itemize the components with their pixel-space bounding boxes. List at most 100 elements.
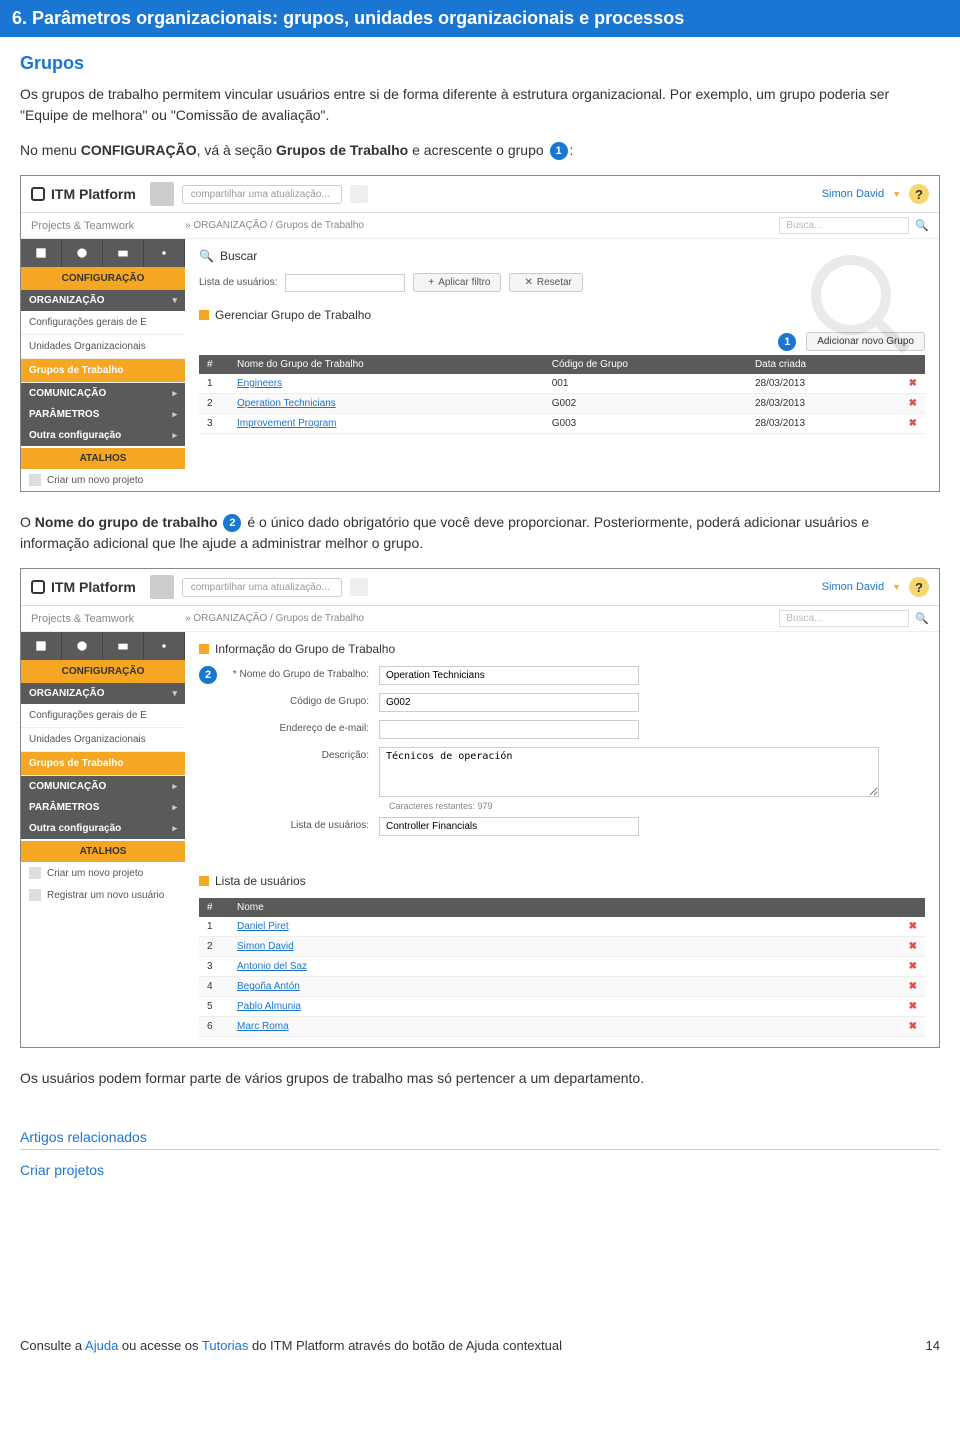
group-link[interactable]: Engineers <box>237 378 282 389</box>
user-link[interactable]: Antonio del Saz <box>237 961 307 972</box>
user-link[interactable]: Simon David <box>237 941 294 952</box>
tab-briefcase-icon[interactable] <box>103 239 144 267</box>
cell-num: 5 <box>199 997 229 1017</box>
sidebar-section-org[interactable]: ORGANIZAÇÃO▾ <box>21 683 185 704</box>
input-nome[interactable] <box>379 666 639 685</box>
avatar[interactable] <box>150 182 174 206</box>
sidebar-section-comunic[interactable]: COMUNICAÇÃO▸ <box>21 383 185 404</box>
sidebar-section-outra[interactable]: Outra configuração▸ <box>21 818 185 839</box>
user-link[interactable]: Begoña Antón <box>237 981 300 992</box>
input-desc[interactable]: Técnicos de operación <box>379 747 879 797</box>
breadcrumb[interactable]: » ORGANIZAÇÃO / Grupos de Trabalho <box>185 613 364 624</box>
help-icon[interactable]: ? <box>909 184 929 204</box>
user-menu[interactable]: Simon David <box>822 188 884 200</box>
tab-home-icon[interactable] <box>21 632 62 660</box>
page-footer: Consulte a Ajuda ou acesse os Tutorias d… <box>0 1318 960 1373</box>
group-link[interactable]: Operation Technicians <box>237 398 336 409</box>
delete-icon[interactable]: ✖ <box>895 394 925 414</box>
sidebar-section-param[interactable]: PARÂMETROS▸ <box>21 797 185 818</box>
tab-briefcase-icon[interactable] <box>103 632 144 660</box>
user-link[interactable]: Marc Roma <box>237 1021 289 1032</box>
col-name[interactable]: Nome do Grupo de Trabalho <box>229 355 544 374</box>
delete-icon[interactable]: ✖ <box>895 957 925 977</box>
col-num[interactable]: # <box>199 898 229 917</box>
delete-icon[interactable]: ✖ <box>895 414 925 434</box>
input-codigo[interactable] <box>379 693 639 712</box>
label-lista: Lista de usuários: <box>199 817 379 831</box>
group-link[interactable]: Improvement Program <box>237 418 336 429</box>
callout-2-marker: 2 <box>199 666 217 684</box>
share-input[interactable]: compartilhar uma atualização... <box>182 578 342 597</box>
cell-date: 28/03/2013 <box>747 394 895 414</box>
sidebar-item-unidades[interactable]: Unidades Organizacionais <box>21 335 185 359</box>
sidebar-section-param[interactable]: PARÂMETROS▸ <box>21 404 185 425</box>
shortcut-novo-projeto[interactable]: Criar um novo projeto <box>21 469 185 491</box>
chevron-down-icon[interactable]: ▼ <box>892 189 901 199</box>
users-table: # Nome 1Daniel Piret✖2Simon David✖3Anton… <box>199 898 925 1037</box>
lista-input[interactable] <box>285 274 405 292</box>
search-input[interactable]: Busca... <box>779 217 909 234</box>
user-link[interactable]: Pablo Almunia <box>237 1001 301 1012</box>
delete-icon[interactable]: ✖ <box>895 917 925 937</box>
input-email[interactable] <box>379 720 639 739</box>
reset-button[interactable]: ✕Resetar <box>509 273 582 292</box>
footer-link-ajuda[interactable]: Ajuda <box>85 1338 118 1353</box>
search-input[interactable]: Busca... <box>779 610 909 627</box>
col-code[interactable]: Código de Grupo <box>544 355 747 374</box>
sidebar-item-grupos[interactable]: Grupos de Trabalho <box>21 359 185 383</box>
attach-icon[interactable] <box>350 185 368 203</box>
text: No menu <box>20 142 81 158</box>
tab-dashboard-icon[interactable] <box>62 632 103 660</box>
text-bold: Nome do grupo de trabalho <box>35 514 218 530</box>
delete-icon[interactable]: ✖ <box>895 937 925 957</box>
delete-icon[interactable]: ✖ <box>895 1017 925 1037</box>
share-input[interactable]: compartilhar uma atualização... <box>182 185 342 204</box>
related-link[interactable]: Criar projetos <box>20 1162 940 1178</box>
shortcut-registrar-usuario[interactable]: Registrar um novo usuário <box>21 884 185 906</box>
shortcut-novo-projeto[interactable]: Criar um novo projeto <box>21 862 185 884</box>
sidebar-config[interactable]: CONFIGURAÇÃO <box>21 660 185 683</box>
breadcrumb[interactable]: » ORGANIZAÇÃO / Grupos de Trabalho <box>185 220 364 231</box>
delete-icon[interactable]: ✖ <box>895 977 925 997</box>
attach-icon[interactable] <box>350 578 368 596</box>
tab-home-icon[interactable] <box>21 239 62 267</box>
user-menu[interactable]: Simon David <box>822 581 884 593</box>
sidebar-item-grupos[interactable]: Grupos de Trabalho <box>21 752 185 776</box>
delete-icon[interactable]: ✖ <box>895 997 925 1017</box>
cell-date: 28/03/2013 <box>747 374 895 394</box>
sidebar-item-config-gerais[interactable]: Configurações gerais de E <box>21 311 185 335</box>
tab-dashboard-icon[interactable] <box>62 239 103 267</box>
input-lista[interactable] <box>379 817 639 836</box>
logo-mark-icon <box>31 580 45 594</box>
search-icon[interactable]: 🔍 <box>915 219 929 232</box>
footer-link-tutorias[interactable]: Tutorias <box>202 1338 248 1353</box>
avatar[interactable] <box>150 575 174 599</box>
page-heading: 6. Parâmetros organizacionais: grupos, u… <box>0 0 960 37</box>
user-link[interactable]: Daniel Piret <box>237 921 289 932</box>
users-panel-title: Lista de usuários <box>199 874 925 888</box>
col-num[interactable]: # <box>199 355 229 374</box>
callout-2: 2 <box>223 514 241 532</box>
search-icon[interactable]: 🔍 <box>915 612 929 625</box>
sidebar-section-comunic[interactable]: COMUNICAÇÃO▸ <box>21 776 185 797</box>
page-number: 14 <box>926 1338 940 1353</box>
sidebar-item-unidades[interactable]: Unidades Organizacionais <box>21 728 185 752</box>
sidebar-config[interactable]: CONFIGURAÇÃO <box>21 267 185 290</box>
closing-paragraph: Os usuários podem formar parte de vários… <box>20 1068 940 1089</box>
apply-filter-button[interactable]: +Aplicar filtro <box>413 273 501 292</box>
app-logo[interactable]: ITM Platform <box>31 579 136 595</box>
sidebar-section-outra[interactable]: Outra configuração▸ <box>21 425 185 446</box>
app-logo[interactable]: ITM Platform <box>31 186 136 202</box>
col-name[interactable]: Nome <box>229 898 895 917</box>
tab-settings-icon[interactable] <box>144 632 185 660</box>
tab-settings-icon[interactable] <box>144 239 185 267</box>
delete-icon[interactable]: ✖ <box>895 374 925 394</box>
help-icon[interactable]: ? <box>909 577 929 597</box>
sidebar-item-config-gerais[interactable]: Configurações gerais de E <box>21 704 185 728</box>
sidebar-tabs <box>21 632 185 660</box>
sidebar-section-org[interactable]: ORGANIZAÇÃO▾ <box>21 290 185 311</box>
text-bold: CONFIGURAÇÃO <box>81 142 197 158</box>
related-heading: Artigos relacionados <box>20 1129 940 1150</box>
chevron-down-icon[interactable]: ▼ <box>892 582 901 592</box>
cell-num: 4 <box>199 977 229 997</box>
